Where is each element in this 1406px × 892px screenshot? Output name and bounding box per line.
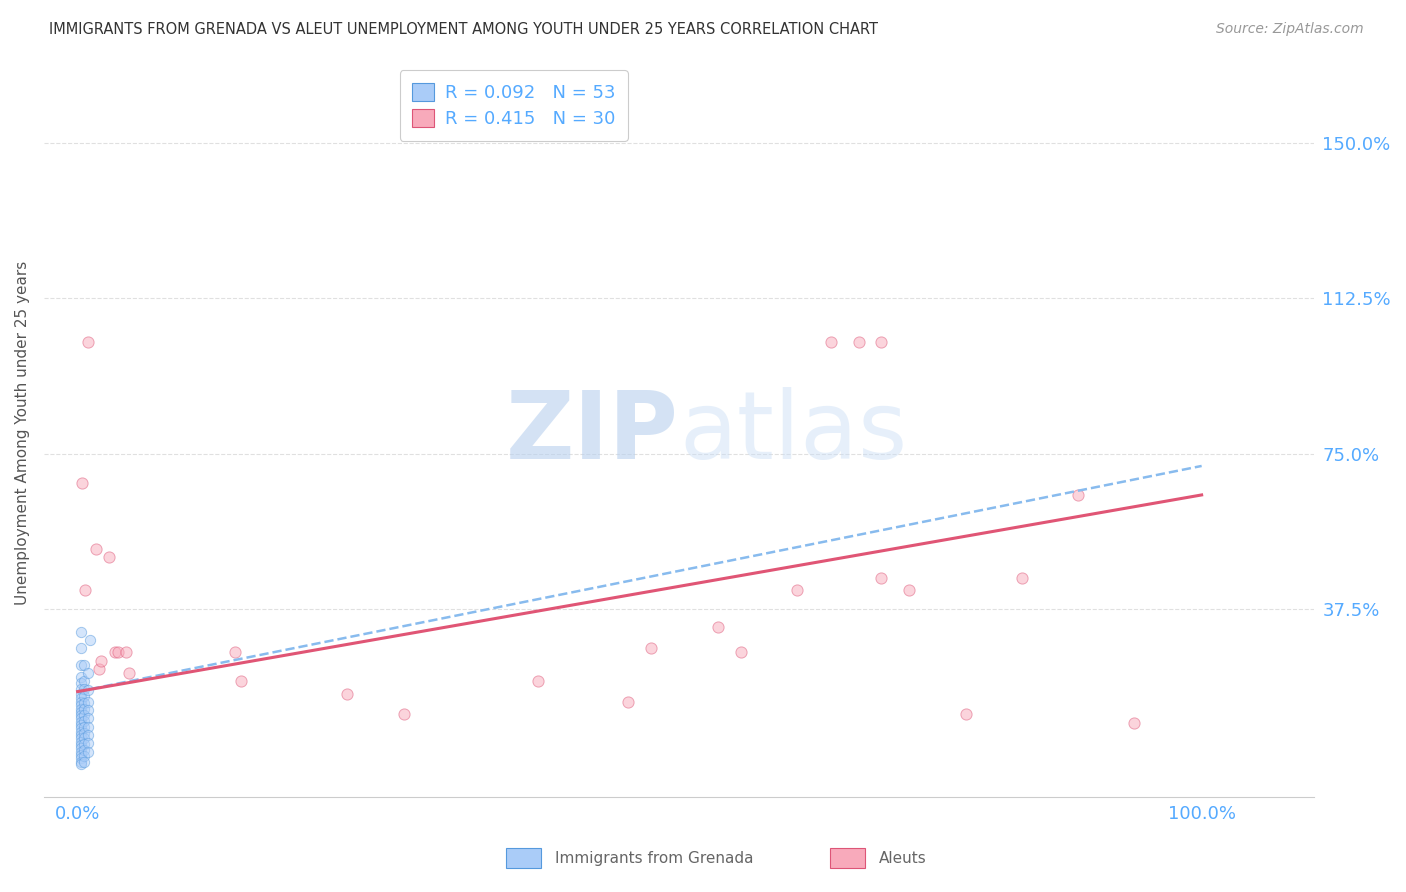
- Point: [870, 334, 893, 349]
- Point: [70, 718, 93, 732]
- Point: [707, 620, 730, 634]
- Text: ZIP: ZIP: [506, 387, 679, 479]
- Point: [73, 714, 96, 728]
- Point: [76, 665, 98, 680]
- Point: [1123, 715, 1146, 730]
- Point: [73, 720, 96, 734]
- Point: [73, 689, 96, 703]
- Point: [229, 674, 252, 689]
- Point: [73, 702, 96, 716]
- Point: [76, 736, 98, 750]
- Point: [70, 745, 93, 759]
- Point: [1011, 571, 1033, 585]
- Point: [70, 755, 93, 769]
- Point: [955, 707, 977, 722]
- Point: [820, 334, 842, 349]
- Point: [76, 720, 98, 734]
- Point: [70, 711, 93, 725]
- Point: [70, 475, 93, 490]
- Point: [224, 645, 246, 659]
- Point: [76, 745, 98, 759]
- Text: IMMIGRANTS FROM GRENADA VS ALEUT UNEMPLOYMENT AMONG YOUTH UNDER 25 YEARS CORRELA: IMMIGRANTS FROM GRENADA VS ALEUT UNEMPLO…: [49, 22, 879, 37]
- Point: [70, 714, 93, 729]
- Point: [70, 708, 93, 723]
- Point: [73, 674, 96, 689]
- Point: [70, 676, 93, 690]
- Point: [70, 705, 93, 719]
- Point: [73, 743, 96, 757]
- Point: [73, 657, 96, 672]
- Point: [70, 681, 93, 696]
- Point: [76, 703, 98, 717]
- Point: [73, 708, 96, 723]
- Point: [76, 695, 98, 709]
- Point: [786, 583, 808, 598]
- Point: [70, 695, 93, 709]
- Point: [70, 751, 93, 765]
- Point: [73, 731, 96, 746]
- Point: [98, 549, 121, 564]
- Text: Source: ZipAtlas.com: Source: ZipAtlas.com: [1216, 22, 1364, 37]
- Text: atlas: atlas: [679, 387, 907, 479]
- Point: [70, 670, 93, 684]
- Point: [76, 334, 98, 349]
- Point: [76, 711, 98, 725]
- Point: [527, 674, 550, 689]
- Point: [70, 701, 93, 715]
- Point: [70, 698, 93, 713]
- Point: [104, 645, 127, 659]
- Legend: R = 0.092   N = 53, R = 0.415   N = 30: R = 0.092 N = 53, R = 0.415 N = 30: [399, 70, 628, 141]
- FancyBboxPatch shape: [506, 848, 541, 868]
- Point: [73, 748, 96, 763]
- Point: [617, 695, 640, 709]
- Point: [70, 722, 93, 736]
- Point: [70, 624, 93, 639]
- Point: [70, 757, 93, 772]
- Point: [84, 541, 107, 556]
- Point: [118, 665, 141, 680]
- Point: [107, 645, 129, 659]
- Point: [79, 632, 101, 647]
- Point: [70, 690, 93, 705]
- FancyBboxPatch shape: [830, 848, 865, 868]
- Point: [70, 728, 93, 742]
- Point: [76, 682, 98, 697]
- Point: [1067, 488, 1090, 502]
- Point: [392, 707, 415, 722]
- Point: [73, 681, 96, 696]
- Point: [730, 645, 752, 659]
- Point: [70, 687, 93, 701]
- Point: [115, 645, 138, 659]
- Point: [70, 724, 93, 739]
- Point: [70, 731, 93, 746]
- Point: [336, 687, 359, 701]
- Point: [75, 583, 97, 598]
- Text: Immigrants from Grenada: Immigrants from Grenada: [555, 851, 754, 865]
- Point: [70, 747, 93, 762]
- Point: [76, 728, 98, 742]
- Point: [73, 755, 96, 769]
- Y-axis label: Unemployment Among Youth under 25 years: Unemployment Among Youth under 25 years: [15, 260, 30, 605]
- Point: [70, 657, 93, 672]
- Point: [73, 725, 96, 739]
- Point: [70, 641, 93, 656]
- Point: [70, 741, 93, 756]
- Point: [90, 654, 112, 668]
- Point: [848, 334, 870, 349]
- Point: [73, 737, 96, 751]
- Point: [70, 734, 93, 748]
- Point: [870, 571, 893, 585]
- Point: [640, 641, 662, 656]
- Point: [87, 662, 110, 676]
- Point: [73, 696, 96, 710]
- Point: [70, 738, 93, 752]
- Point: [898, 583, 921, 598]
- Text: Aleuts: Aleuts: [879, 851, 927, 865]
